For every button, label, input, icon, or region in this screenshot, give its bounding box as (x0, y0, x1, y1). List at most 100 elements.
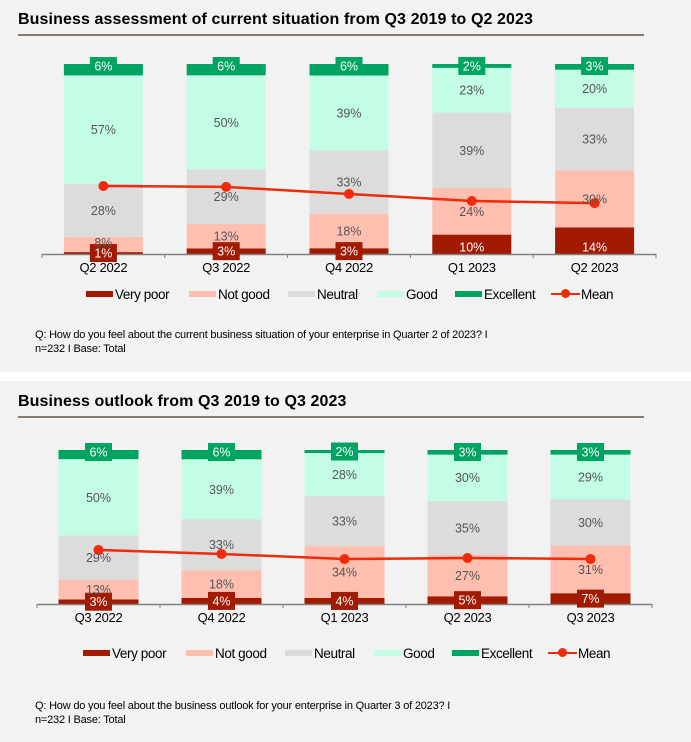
mean-point (98, 180, 109, 191)
svg-text:10%: 10% (459, 241, 484, 255)
data-label-excellent: 2% (458, 56, 486, 75)
bar-segment-good (555, 69, 635, 108)
bars (58, 450, 631, 604)
bar-segment-neutral (304, 495, 385, 547)
legend-label: Excellent (484, 286, 536, 302)
svg-text:14%: 14% (582, 241, 607, 255)
legend-label: Excellent (481, 645, 533, 661)
bar-segment-not-good (432, 188, 512, 235)
data-label-neutral: 29% (86, 551, 111, 565)
chart-panel-current-situation: Business assessment of current situation… (0, 0, 691, 372)
question-footnote: Q: How do you feel about the business ou… (35, 699, 450, 727)
x-tick-label: Q1 2023 (321, 610, 369, 625)
data-label-neutral: 33% (332, 514, 357, 528)
chart-legend: Very poor Not good Neutral Good Excellent Mea… (0, 644, 691, 662)
bar-segment-good (427, 454, 508, 501)
data-label-not-good: 31% (578, 563, 603, 577)
legend-item-very-poor: Very poor (83, 644, 167, 662)
mean-point (585, 554, 596, 565)
legend-item-good: Good (377, 285, 438, 303)
data-label-very-poor: 3% (212, 242, 240, 261)
mean-point (339, 554, 350, 565)
data-label-very-poor: 4% (208, 591, 235, 610)
data-label-very-poor: 7% (577, 589, 604, 608)
svg-text:6%: 6% (212, 446, 230, 460)
legend-item-mean: Mean (551, 285, 614, 303)
bar-segment-neutral (58, 535, 139, 580)
data-label-excellent: 6% (335, 57, 363, 75)
bar-segment-neutral (63, 183, 143, 237)
bar-segment-neutral (181, 519, 262, 571)
data-label-very-poor: 1% (89, 244, 117, 263)
svg-text:6%: 6% (340, 60, 358, 74)
bar-segment-neutral (432, 112, 512, 189)
legend-item-not-good: Not good (189, 285, 270, 303)
data-label-good: 28% (332, 468, 357, 482)
legend-label: Neutral (317, 286, 358, 302)
data-label-very-poor: 3% (335, 242, 363, 261)
data-label-not-good: 18% (336, 224, 361, 238)
x-tick-label: Q4 2022 (325, 260, 373, 275)
bar-segment-good (63, 75, 143, 184)
data-label-excellent: 3% (454, 443, 481, 461)
mean-point (466, 195, 477, 206)
svg-text:6%: 6% (89, 446, 107, 460)
data-label-neutral: 33% (582, 133, 607, 147)
bar-segment-neutral (309, 150, 389, 214)
legend-swatch (86, 291, 113, 297)
bar-segment-neutral (186, 169, 266, 224)
x-tick-label: Q3 2023 (567, 610, 615, 625)
legend-swatch (455, 291, 482, 297)
legend-item-neutral: Neutral (285, 644, 355, 662)
mean-point (216, 548, 227, 559)
x-tick-label: Q2 2023 (444, 610, 492, 625)
legend-item-neutral: Neutral (288, 285, 358, 303)
legend-item-mean: Mean (548, 644, 611, 662)
x-tick-label: Q3 2022 (75, 610, 123, 625)
legend-label: Very poor (112, 645, 167, 661)
bar-segment-neutral (427, 500, 508, 555)
bar-segment-neutral (555, 107, 635, 171)
mean-line-series (98, 180, 600, 209)
data-labels: 3%13%29%50%6%4%18%33%39%6%4%34%33%28%2%5… (85, 442, 604, 611)
svg-text:2%: 2% (335, 445, 353, 459)
data-label-good: 30% (455, 471, 480, 485)
mean-point (589, 198, 600, 209)
data-label-neutral: 39% (459, 144, 484, 158)
svg-text:6%: 6% (217, 60, 235, 74)
svg-text:6%: 6% (94, 60, 112, 74)
data-label-not-good: 30% (582, 192, 607, 206)
stacked-bar-chart-business-outlook: Q3 2022 Q4 2022 Q1 2023 Q2 2023 Q3 20233%13%… (36, 442, 653, 625)
data-label-excellent: 2% (331, 442, 358, 461)
legend-item-not-good: Not good (186, 644, 267, 662)
legend-swatch (548, 648, 577, 658)
legend-item-excellent: Excellent (452, 644, 533, 662)
data-label-not-good: 34% (332, 565, 357, 579)
mean-point (221, 181, 232, 192)
legend-swatch (377, 291, 404, 297)
svg-text:3%: 3% (89, 595, 107, 609)
legend-item-very-poor: Very poor (86, 285, 170, 303)
data-label-excellent: 6% (89, 57, 117, 75)
title-underline (18, 34, 644, 36)
data-labels: 1%8%28%57%6%3%13%29%50%6%3%18%33%39%6%10… (89, 56, 609, 263)
data-label-very-poor: 10% (459, 241, 484, 255)
chart-legend: Very poor Not good Neutral Good Excellent Mea… (0, 285, 691, 303)
svg-text:5%: 5% (458, 594, 476, 608)
legend-label: Mean (578, 645, 611, 661)
data-label-good: 50% (86, 491, 111, 505)
mean-point (462, 552, 473, 563)
data-label-not-good: 13% (214, 230, 239, 244)
bar-segment-good (550, 454, 631, 500)
data-label-good: 50% (214, 116, 239, 130)
footnote-base: n=232 I Base: Total (35, 714, 126, 726)
title-underline (18, 416, 644, 418)
legend-label: Not good (215, 645, 267, 661)
legend-item-good: Good (374, 644, 435, 662)
data-label-excellent: 6% (208, 443, 235, 461)
data-label-excellent: 6% (212, 57, 240, 75)
svg-text:3%: 3% (586, 60, 604, 74)
chart-title: Business outlook from Q3 2019 to Q3 2023 (18, 393, 347, 410)
legend-swatch (83, 650, 110, 656)
legend-label: Neutral (314, 645, 355, 661)
